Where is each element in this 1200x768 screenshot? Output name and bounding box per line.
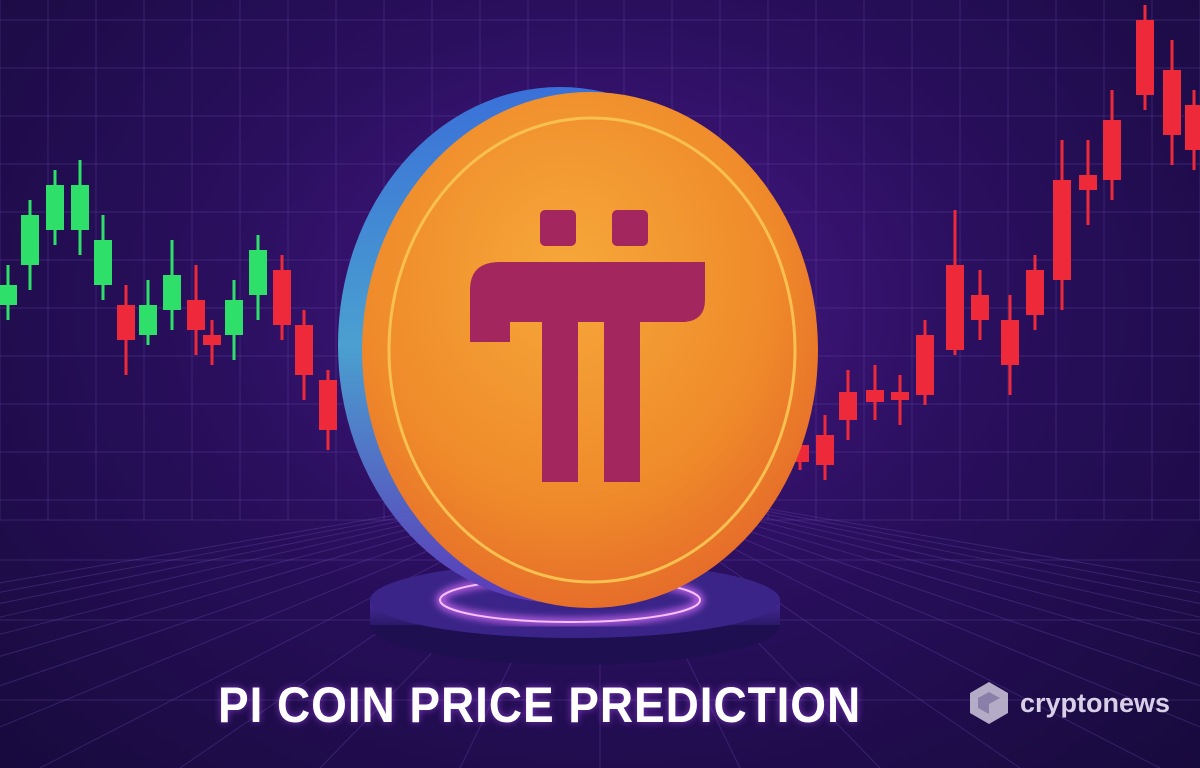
grid-line bbox=[0, 479, 601, 604]
candle-body bbox=[21, 215, 39, 265]
candle-body bbox=[839, 392, 857, 420]
grid-line bbox=[599, 479, 1200, 584]
candlestick-chart-decoration bbox=[0, 5, 1200, 480]
brand-name: cryptonews bbox=[1020, 687, 1171, 718]
candle-body bbox=[891, 392, 909, 400]
candle-body bbox=[203, 335, 221, 345]
candle-body bbox=[971, 295, 989, 320]
candle-body bbox=[1026, 270, 1044, 315]
grid-line bbox=[0, 479, 601, 593]
grid-line bbox=[0, 479, 601, 618]
pi-coin bbox=[338, 87, 818, 608]
grid-line bbox=[0, 479, 601, 584]
candle-body bbox=[0, 285, 17, 305]
candle-body bbox=[139, 305, 157, 335]
candle-body bbox=[225, 300, 243, 335]
candle-body bbox=[71, 185, 89, 230]
grid-line bbox=[599, 479, 1200, 593]
candle-body bbox=[1136, 20, 1154, 95]
candle-body bbox=[1185, 105, 1200, 150]
candle-body bbox=[187, 300, 205, 330]
cryptonews-logo-icon bbox=[970, 682, 1008, 724]
candle-body bbox=[1053, 180, 1071, 280]
candle-body bbox=[319, 380, 337, 430]
candle-body bbox=[295, 325, 313, 375]
candle-body bbox=[1103, 120, 1121, 180]
headline: PI COIN PRICE PREDICTION bbox=[218, 677, 862, 733]
candle-body bbox=[946, 265, 964, 350]
grid-line bbox=[599, 479, 1200, 635]
candle-body bbox=[117, 305, 135, 340]
candle-body bbox=[866, 390, 884, 402]
candle-body bbox=[1001, 320, 1019, 365]
candle-body bbox=[46, 185, 64, 230]
grid-line bbox=[599, 479, 1200, 618]
candle-body bbox=[1079, 175, 1097, 190]
brand-logo[interactable]: cryptonews bbox=[966, 680, 1170, 726]
candle-body bbox=[916, 335, 934, 395]
candle-body bbox=[163, 275, 181, 310]
candle-body bbox=[94, 240, 112, 285]
pi-symbol-icon bbox=[470, 210, 705, 482]
candle-body bbox=[1163, 70, 1181, 135]
candle-body bbox=[273, 270, 291, 325]
candle-body bbox=[816, 435, 834, 465]
grid-line bbox=[599, 479, 1200, 657]
candle-body bbox=[249, 250, 267, 295]
grid-line bbox=[599, 479, 1200, 604]
